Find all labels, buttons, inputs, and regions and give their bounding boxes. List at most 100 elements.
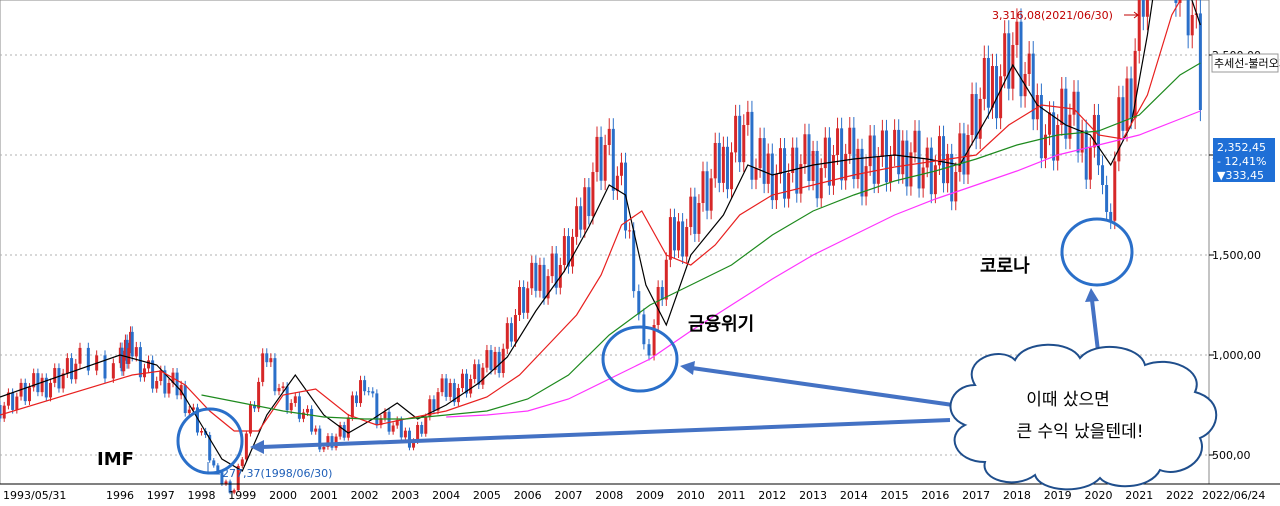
candle-body xyxy=(1133,50,1137,119)
x-tick-label: 2012 xyxy=(758,489,786,502)
candle-body xyxy=(982,57,986,99)
candle-body xyxy=(1088,147,1092,180)
candle-body xyxy=(440,378,444,393)
candle-body xyxy=(273,358,277,392)
candle-body xyxy=(11,392,15,410)
candle-body xyxy=(795,147,799,194)
candle-body xyxy=(778,148,782,174)
candle-body xyxy=(689,196,693,228)
candle-body xyxy=(978,98,982,139)
candle-body xyxy=(412,441,416,448)
cloud-line-2: 큰 수익 났을텐데! xyxy=(1016,422,1143,442)
candle-body xyxy=(642,314,646,345)
candle-body xyxy=(856,148,860,180)
trend-button[interactable]: 추세선-불러오기 xyxy=(1214,57,1280,70)
candle-body xyxy=(783,148,787,199)
candle-body xyxy=(607,128,611,145)
candle-body xyxy=(436,392,440,411)
candle-body xyxy=(844,153,848,181)
candle-body xyxy=(762,138,766,184)
candle-body xyxy=(1039,95,1043,159)
candle-body xyxy=(1145,0,1149,17)
candle-body xyxy=(587,187,591,217)
candle-body xyxy=(542,264,546,299)
candle-body xyxy=(1003,33,1007,77)
candle-body xyxy=(375,393,379,426)
candle-body xyxy=(350,395,354,418)
candle-body xyxy=(387,411,391,432)
x-tick-label: 2014 xyxy=(840,489,868,502)
candle-body xyxy=(1105,185,1109,212)
change-abs: ▼333,45 xyxy=(1217,169,1264,182)
candle-body xyxy=(901,140,905,175)
candle-body xyxy=(130,331,134,357)
candle-body xyxy=(391,425,395,432)
x-tick-label: 2006 xyxy=(514,489,542,502)
candle-body xyxy=(74,363,78,380)
candle-body xyxy=(725,146,729,190)
candle-body xyxy=(465,373,469,394)
candle-body xyxy=(990,66,994,108)
x-tick-label: 2011 xyxy=(718,489,746,502)
candle-body xyxy=(342,425,346,438)
candle-body xyxy=(306,408,310,413)
candle-body xyxy=(281,386,285,389)
candle-body xyxy=(293,396,297,403)
candle-body xyxy=(681,221,685,257)
candle-body xyxy=(672,217,676,251)
x-tick-label: 2022/06/24 xyxy=(1202,489,1265,502)
candle-body xyxy=(399,419,403,438)
candle-body xyxy=(742,125,746,163)
change-pct: - 12,41% xyxy=(1217,155,1266,168)
candle-body xyxy=(522,287,526,313)
candle-body xyxy=(746,111,750,125)
candle-body xyxy=(637,291,641,315)
candle-body xyxy=(191,407,195,410)
ma-line-ma-long xyxy=(201,62,1201,420)
candle-body xyxy=(485,350,489,368)
candle-body xyxy=(693,196,697,234)
candle-body xyxy=(909,152,913,187)
candle-body xyxy=(261,353,265,382)
candle-body xyxy=(921,167,925,189)
candle-body xyxy=(138,347,142,378)
x-tick-label: 2013 xyxy=(799,489,827,502)
candle-body xyxy=(864,166,868,197)
candle-body xyxy=(125,339,129,364)
x-tick-label: 2018 xyxy=(1003,489,1031,502)
candle-body xyxy=(925,147,929,168)
candle-body xyxy=(40,377,44,393)
x-tick-label: 2000 xyxy=(269,489,297,502)
candle-body xyxy=(473,364,477,379)
candle-body xyxy=(1186,0,1190,36)
candle-body xyxy=(289,403,293,411)
x-tick-label: 2008 xyxy=(595,489,623,502)
candle-body xyxy=(526,288,530,313)
candle-body xyxy=(889,155,893,183)
candle-body xyxy=(656,287,660,325)
candle-body xyxy=(456,388,460,403)
candle-body xyxy=(379,418,383,426)
candle-body xyxy=(120,347,124,372)
candle-body xyxy=(253,404,257,409)
x-tick-label: 2009 xyxy=(636,489,664,502)
imf-circle xyxy=(176,407,244,475)
candle-body xyxy=(367,391,371,393)
candle-body xyxy=(1072,91,1076,115)
candle-body xyxy=(823,137,827,169)
moving-averages xyxy=(0,0,1201,472)
candle-body xyxy=(111,363,115,379)
candle-body xyxy=(566,236,570,267)
x-tick-label: 2010 xyxy=(677,489,705,502)
candle-body xyxy=(265,353,269,363)
trend-button-box[interactable] xyxy=(1211,53,1279,73)
candle-body xyxy=(1015,21,1019,45)
candle-body xyxy=(359,380,363,404)
candle-body xyxy=(917,130,921,189)
y-tick-label: 1,500,00 xyxy=(1212,249,1261,262)
candle-body xyxy=(134,347,138,357)
candle-body xyxy=(428,399,432,417)
candle-body xyxy=(224,481,228,485)
candle-body xyxy=(770,153,774,201)
